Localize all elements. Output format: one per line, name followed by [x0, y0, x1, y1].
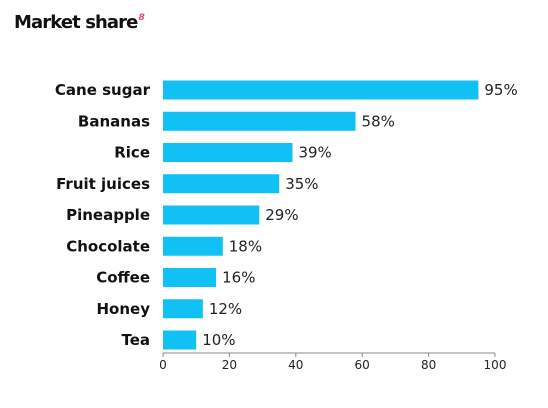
- category-label: Pineapple: [66, 206, 150, 224]
- category-label: Fruit juices: [56, 175, 150, 193]
- x-tick-label: 20: [222, 358, 237, 372]
- bar: [163, 268, 217, 287]
- x-tick-label: 60: [355, 358, 370, 372]
- category-label: Honey: [97, 300, 151, 318]
- x-tick-label: 80: [421, 358, 436, 372]
- x-tick-label: 40: [288, 358, 303, 372]
- value-label: 58%: [362, 112, 395, 130]
- category-label: Rice: [114, 144, 150, 162]
- category-label: Bananas: [78, 112, 150, 130]
- value-label: 18%: [229, 237, 262, 255]
- x-tick-label: 100: [484, 358, 507, 372]
- bar: [163, 330, 197, 350]
- value-label: 10%: [202, 331, 235, 349]
- bar: [163, 205, 260, 225]
- value-label: 12%: [209, 300, 242, 318]
- value-label: 39%: [298, 144, 331, 162]
- chart-title: Market share: [14, 12, 138, 33]
- category-label: Tea: [121, 331, 150, 349]
- bar: [163, 143, 293, 162]
- chart-title-note: 8: [138, 13, 145, 23]
- value-label: 16%: [222, 269, 255, 287]
- x-tick-label: 0: [159, 358, 167, 372]
- category-label: Coffee: [96, 269, 150, 287]
- chart-title-block: Market share8: [14, 14, 145, 32]
- bar: [163, 174, 280, 194]
- value-label: 35%: [285, 175, 318, 193]
- category-label: Chocolate: [66, 237, 150, 255]
- bar: [163, 299, 203, 319]
- category-label: Cane sugar: [55, 81, 151, 99]
- bar: [163, 236, 223, 256]
- value-label: 95%: [484, 81, 517, 99]
- bar: [163, 111, 356, 131]
- bar: [163, 80, 479, 100]
- value-label: 29%: [265, 206, 298, 224]
